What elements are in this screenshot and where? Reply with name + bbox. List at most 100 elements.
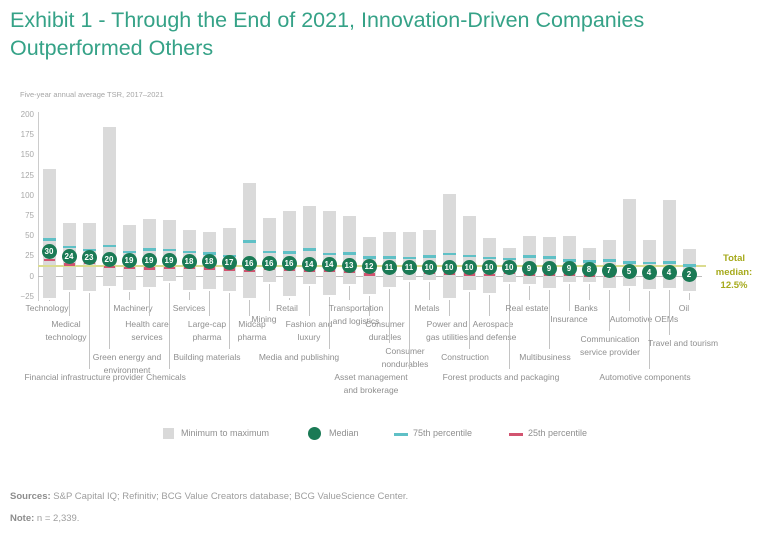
industry-label: Consumer durables <box>365 319 405 342</box>
note-label: Note: <box>10 513 35 524</box>
sources-line: Sources: S&P Capital IQ; Refinitiv; BCG … <box>10 491 408 502</box>
median-marker: 23 <box>81 249 97 265</box>
p75-tick <box>562 259 576 262</box>
industry-label: Oil <box>678 303 690 313</box>
legend-minmax-label: Minimum to maximum <box>181 428 270 438</box>
p75-tick <box>442 252 456 256</box>
p75-tick <box>542 256 556 259</box>
label-leader-line <box>548 290 550 349</box>
y-axis-tick-label: 175 <box>20 130 34 140</box>
y-axis-line <box>38 112 39 301</box>
label-leader-line <box>588 284 590 300</box>
p75-tick <box>502 257 516 261</box>
industry-label: Chemicals <box>146 372 186 382</box>
p75-tick <box>102 244 116 248</box>
label-leader-line <box>88 292 90 369</box>
industry-label: Banks <box>574 303 598 313</box>
note-text: n = 2,339. <box>34 513 80 524</box>
median-marker: 4 <box>661 265 677 281</box>
median-marker: 16 <box>281 255 297 271</box>
median-marker: 19 <box>121 253 137 269</box>
industry-label: Transportation and logistics <box>328 303 384 326</box>
industry-label: Consumer nondurables <box>381 346 429 369</box>
industry-label: Financial infrastructure provider <box>24 372 144 382</box>
p25-tick <box>243 269 255 273</box>
p25-tick <box>63 263 75 266</box>
median-marker: 18 <box>181 253 197 269</box>
median-marker: 16 <box>261 255 277 271</box>
p75-tick <box>162 248 176 252</box>
p75-tick <box>182 250 196 253</box>
legend-p75-label: 75th percentile <box>413 428 473 438</box>
p25-tick <box>143 267 155 270</box>
p75-tick <box>302 248 316 251</box>
median-marker: 7 <box>601 262 617 278</box>
median-marker: 11 <box>381 259 397 275</box>
industry-label: Retail <box>276 303 298 313</box>
industry-label: Travel and tourism <box>647 338 719 348</box>
p25-tick <box>103 265 115 269</box>
label-leader-line <box>608 290 610 331</box>
median-marker: 9 <box>521 261 537 277</box>
p25-tick <box>43 258 55 262</box>
p75-tick <box>322 252 336 256</box>
label-leader-line <box>128 291 130 300</box>
industry-label: Aerospace and defense <box>469 319 517 342</box>
median-marker: 10 <box>481 260 497 276</box>
tsr-range-chart: 200 175 150 125 100 75 50 25 0 −25 Technology Medic… <box>20 110 752 395</box>
label-leader-line <box>368 295 370 316</box>
note-line: Note: n = 2,339. <box>10 513 79 524</box>
p75-tick <box>382 256 396 259</box>
industry-label: Building materials <box>173 352 241 362</box>
range-bar <box>322 210 336 295</box>
industry-label: Machinery <box>113 303 153 313</box>
median-marker: 19 <box>141 253 157 269</box>
median-marker: 9 <box>541 261 557 277</box>
legend-p25-swatch <box>509 433 523 436</box>
industry-label: Media and publishing <box>258 352 340 362</box>
range-bar <box>342 216 356 285</box>
median-marker: 11 <box>401 259 417 275</box>
industry-label: Forest products and packaging <box>442 372 560 382</box>
y-axis-tick-label: 100 <box>20 190 34 200</box>
industry-label: Construction <box>441 352 489 362</box>
p75-tick <box>682 264 696 267</box>
median-marker: 2 <box>681 266 697 282</box>
p75-tick <box>462 254 476 258</box>
median-marker: 13 <box>341 257 357 273</box>
legend-p75-swatch <box>394 433 408 436</box>
industry-label: Services <box>172 303 206 313</box>
range-bar <box>462 216 476 290</box>
median-marker: 10 <box>501 260 517 276</box>
label-leader-line <box>248 299 250 316</box>
label-leader-line <box>428 282 430 300</box>
p75-tick <box>42 238 56 241</box>
p75-tick <box>422 255 436 258</box>
label-leader-line <box>648 290 650 369</box>
label-leader-line <box>448 299 450 316</box>
industry-label: Midcap pharma <box>237 319 267 342</box>
p75-tick <box>622 261 636 264</box>
median-marker: 14 <box>301 257 317 273</box>
industry-label: Automotive components <box>599 372 691 382</box>
p75-tick <box>202 252 216 255</box>
median-marker: 16 <box>241 255 257 271</box>
range-bar <box>302 205 316 285</box>
median-marker: 9 <box>561 261 577 277</box>
range-bar <box>442 194 456 298</box>
legend-minmax-swatch <box>163 428 174 439</box>
range-bar <box>622 199 636 286</box>
label-leader-line <box>148 289 150 316</box>
median-marker: 14 <box>321 257 337 273</box>
industry-label: Communication service provider <box>580 334 640 357</box>
p25-tick <box>483 273 495 277</box>
industry-label: Automotive OEMs <box>609 314 679 324</box>
median-marker: 10 <box>441 260 457 276</box>
industry-label: Multibusiness <box>519 352 571 362</box>
p75-tick <box>282 251 296 254</box>
label-leader-line <box>388 289 390 343</box>
p25-tick <box>363 273 375 276</box>
industry-label: Asset management and brokerage <box>334 372 408 395</box>
chart-legend: Minimum to maximum Median 75th percentil… <box>0 426 768 444</box>
p75-tick <box>142 248 156 251</box>
